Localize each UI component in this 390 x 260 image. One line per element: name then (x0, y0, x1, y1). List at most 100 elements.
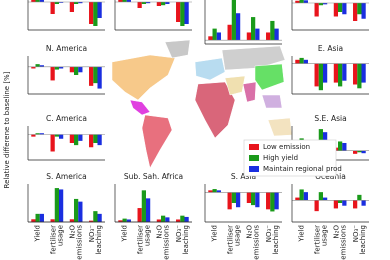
map-east-asia (254, 63, 285, 91)
bar (74, 66, 79, 75)
bar (208, 36, 213, 41)
x-tick-label: fertiliser (49, 225, 57, 254)
bar (50, 134, 55, 152)
bar (78, 66, 83, 73)
bar (122, 218, 127, 222)
bar (58, 2, 64, 3)
bar (89, 2, 94, 24)
bar (50, 219, 55, 222)
bar (322, 63, 328, 83)
bar (69, 134, 75, 143)
bar (342, 3, 347, 15)
bar (353, 3, 358, 21)
bar (78, 201, 83, 222)
x-tick-label: N₂O (156, 225, 164, 239)
bar (39, 65, 44, 67)
bar (357, 150, 362, 153)
bar (333, 63, 339, 83)
bar (212, 189, 217, 193)
bar (78, 134, 83, 141)
x-tick-label: N₂O (333, 225, 341, 239)
bar (74, 2, 79, 4)
bar (295, 197, 300, 201)
x-tick-label: NO₃⁻ (265, 225, 273, 243)
x-tick-label: leaching (95, 225, 103, 255)
bar (97, 134, 102, 146)
bar (184, 2, 189, 24)
bar (161, 2, 166, 6)
bar (295, 59, 300, 64)
legend-label: High yield (263, 154, 298, 162)
map-central-america (129, 99, 151, 116)
bar (137, 2, 142, 8)
map-south-asia (242, 81, 257, 103)
bar (361, 150, 366, 154)
bar (314, 63, 319, 87)
bar (295, 0, 300, 3)
x-tick-label: NO₃⁻ (88, 225, 96, 243)
bar (39, 213, 44, 222)
bar (255, 28, 260, 41)
legend: Low emission High yield Maintain regional … (243, 139, 342, 177)
panel-title: S. America (46, 172, 86, 181)
bar (145, 2, 151, 4)
bar (299, 0, 304, 3)
bar (342, 200, 347, 206)
bar (322, 3, 328, 5)
bar (235, 192, 241, 208)
x-tick-label: leaching (359, 225, 367, 255)
bar (180, 2, 185, 26)
world-map (111, 39, 293, 169)
map-russia (221, 45, 286, 71)
bar (74, 198, 79, 222)
bar (35, 213, 40, 222)
bar (251, 17, 256, 41)
bar (35, 64, 40, 67)
bar (338, 3, 343, 12)
bar (31, 134, 36, 137)
panel-title: N. America (46, 44, 87, 53)
bar (54, 2, 59, 4)
bar (255, 192, 260, 208)
x-tick-label: leaching (182, 225, 190, 255)
bar (184, 216, 189, 222)
x-tick-label: N₂O (246, 225, 254, 239)
x-tick-label: emissions (340, 225, 348, 260)
bar (156, 2, 162, 6)
legend-label: Low emission (263, 143, 310, 151)
map-greenland (164, 39, 191, 59)
bar (93, 211, 98, 222)
bar (58, 66, 64, 69)
bar (318, 63, 323, 91)
bar (145, 198, 151, 222)
bar (54, 188, 59, 222)
bar (39, 0, 44, 2)
bar (176, 219, 181, 222)
bar (216, 190, 221, 193)
bar (156, 219, 162, 222)
bar (141, 2, 146, 4)
x-tick-label: emissions (163, 225, 171, 260)
x-tick-label: fertiliser (226, 225, 234, 254)
map-north-america (111, 54, 176, 101)
bar (235, 13, 241, 41)
bar (318, 3, 323, 6)
panel-background (115, 184, 192, 222)
bar (208, 190, 213, 193)
bar (333, 3, 339, 17)
bar (54, 66, 59, 70)
bar (93, 134, 98, 143)
x-tick-label: N₂O (69, 225, 77, 239)
x-tick-label: usage (233, 225, 241, 246)
map-middle-east (224, 75, 246, 96)
bar (353, 63, 358, 85)
legend-frame (243, 139, 337, 177)
bar (314, 3, 319, 17)
bar (31, 0, 36, 2)
x-tick-label: fertiliser (313, 225, 321, 254)
map-southeast-asia (261, 94, 283, 109)
bar (357, 3, 362, 15)
bar (50, 2, 55, 14)
bar (357, 194, 362, 201)
bar (69, 2, 75, 12)
